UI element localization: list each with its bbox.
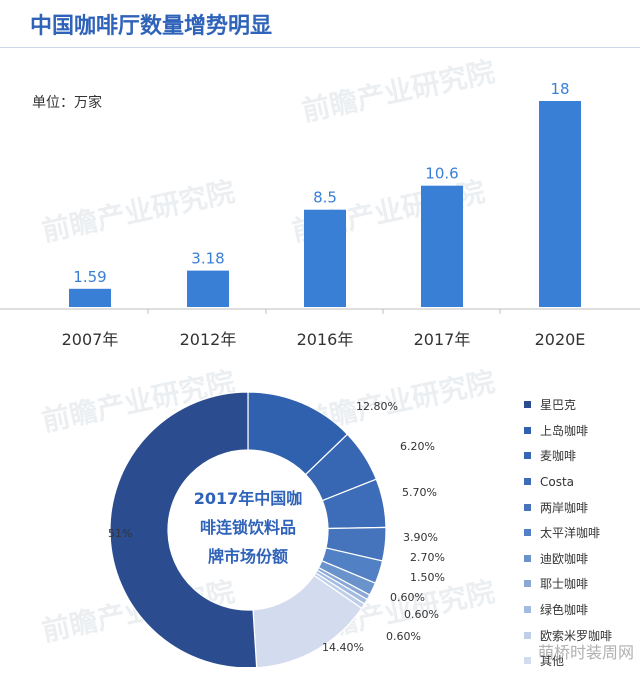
pie-legend: 星巴克上岛咖啡麦咖啡 Costa 两岸咖啡太平洋咖啡迪欧咖啡耶士咖啡绿色咖啡欧索米罗… (524, 392, 636, 674)
pie-slice-label: 6.20% (400, 440, 435, 453)
legend-item: 迪欧咖啡 (524, 546, 636, 572)
legend-item: 绿色咖啡 (524, 597, 636, 623)
legend-swatch (524, 401, 531, 409)
legend-label: 欧索米罗咖啡 (540, 628, 613, 643)
legend-item: 欧索米罗咖啡 (524, 622, 636, 648)
footer-watermark: 萌桥时装周网 (537, 643, 634, 662)
bar-value-label: 10.6 (425, 165, 458, 183)
x-tick-label: 2016年 (297, 330, 354, 349)
donut-center-line: 2017年中国咖 (193, 489, 303, 508)
legend-label: 上岛咖啡 (540, 423, 589, 438)
legend-item: 耶士咖啡 (524, 571, 636, 597)
legend-item: Costa (524, 469, 636, 495)
pie-slice (252, 574, 363, 667)
legend-item: 其他 (524, 648, 636, 674)
legend-swatch (524, 529, 531, 537)
pie-slice-label: 51% (108, 527, 132, 540)
bar (69, 288, 111, 307)
legend-label: 绿色咖啡 (540, 603, 589, 618)
bar-value-label: 18 (550, 80, 569, 98)
legend-label: 耶士咖啡 (540, 577, 589, 592)
legend-label: 麦咖啡 (540, 449, 577, 464)
pie-slice-label: 0.60% (390, 591, 425, 604)
legend-label: 其他 (540, 654, 565, 669)
legend-swatch (524, 478, 531, 486)
legend-swatch (524, 426, 531, 434)
legend-swatch (524, 503, 531, 511)
legend-label: Costa (540, 474, 575, 489)
legend-label: 迪欧咖啡 (540, 551, 589, 566)
bar-value-label: 8.5 (313, 189, 337, 207)
donut-center-line: 啡连锁饮料品 (199, 518, 296, 537)
donut-center-title: 2017年中国咖 啡连锁饮料品 牌市场份额 (176, 484, 320, 571)
legend-swatch (524, 657, 531, 665)
legend-item: 麦咖啡 (524, 443, 636, 469)
bar (187, 270, 229, 307)
pie-slice-label: 0.60% (404, 608, 439, 621)
legend-swatch (524, 580, 531, 588)
legend-item: 太平洋咖啡 (524, 520, 636, 546)
pie-slice-label: 12.80% (356, 400, 398, 413)
x-tick-label: 2007年 (62, 330, 119, 349)
pie-slice-label: 3.90% (403, 531, 438, 544)
bar (304, 209, 346, 307)
pie-slice-label: 1.50% (410, 571, 445, 584)
bar-chart-unit-label: 单位：万家 (32, 95, 102, 111)
legend-label: 太平洋咖啡 (540, 526, 601, 541)
x-tick-label: 2017年 (414, 330, 471, 349)
legend-label: 星巴克 (540, 398, 577, 413)
pie-slice-label: 14.40% (322, 641, 364, 654)
legend-item: 上岛咖啡 (524, 418, 636, 444)
pie-slice-label: 2.70% (410, 551, 445, 564)
legend-swatch (524, 452, 531, 460)
legend-item: 星巴克 (524, 392, 636, 418)
pie-slice-label: 0.60% (386, 630, 421, 643)
pie-slice-label: 5.70% (402, 486, 437, 499)
legend-swatch (524, 554, 531, 562)
legend-item: 两岸咖啡 (524, 494, 636, 520)
title-divider (0, 47, 640, 48)
legend-label: 两岸咖啡 (540, 500, 589, 515)
legend-swatch (524, 606, 531, 614)
x-tick-label: 2020E (535, 330, 586, 349)
x-tick-label: 2012年 (180, 330, 237, 349)
bar (539, 101, 581, 307)
bar-value-label: 1.59 (73, 268, 106, 286)
pie-slice (109, 391, 258, 667)
page-title: 中国咖啡厅数量增势明显 (30, 14, 273, 39)
bar-value-label: 3.18 (191, 250, 224, 268)
bar (421, 185, 463, 307)
donut-center-line: 牌市场份额 (207, 547, 288, 566)
legend-swatch (524, 631, 531, 639)
